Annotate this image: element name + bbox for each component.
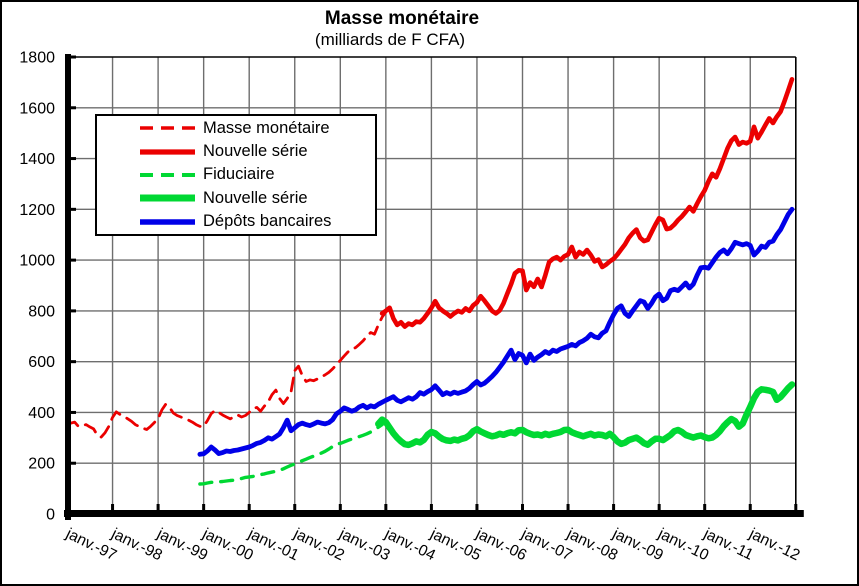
x-tick-mark xyxy=(384,504,388,510)
y-tick-label: 1400 xyxy=(19,151,55,168)
y-tick-mark xyxy=(71,512,76,516)
legend-line-sample xyxy=(140,194,195,202)
x-tick-mark xyxy=(247,504,251,510)
x-tick-label: janv.-06 xyxy=(472,525,529,564)
legend-item: Nouvelle série xyxy=(97,141,375,163)
y-tick-label: 200 xyxy=(28,456,55,473)
y-axis-line xyxy=(65,54,71,520)
x-tick-mark xyxy=(202,504,206,510)
x-tick-label: janv.-08 xyxy=(563,525,620,564)
y-tick-mark xyxy=(71,258,76,262)
x-tick-label: janv.-01 xyxy=(245,525,302,564)
y-tick-mark xyxy=(71,207,76,211)
y-tick-mark xyxy=(71,55,76,59)
x-tick-label: janv.-98 xyxy=(108,525,165,564)
y-tick-label: 1000 xyxy=(19,253,55,270)
x-tick-mark xyxy=(429,504,433,510)
x-tick-label: janv.-00 xyxy=(199,525,256,565)
y-tick-mark xyxy=(71,106,76,110)
legend-label: Fiduciaire xyxy=(203,165,275,184)
chart-title: Masse monétaire xyxy=(324,8,480,29)
x-tick-label: janv.-07 xyxy=(518,525,575,564)
y-tick-mark xyxy=(71,360,76,364)
x-axis-line xyxy=(64,510,804,517)
legend-label: Nouvelle série xyxy=(203,188,308,207)
x-tick-mark xyxy=(521,504,524,510)
legend-line-sample xyxy=(140,218,195,225)
y-tick-mark xyxy=(71,157,76,161)
y-tick-label: 600 xyxy=(28,354,55,371)
series-line-fiduciaire-dashed xyxy=(198,422,384,486)
y-tick-mark xyxy=(71,461,76,465)
legend-line-sample xyxy=(140,172,195,177)
legend-item: Dépôts bancaires xyxy=(97,211,375,233)
y-tick-mark xyxy=(71,410,76,414)
series-line-nouvelle-s-rie-solid xyxy=(375,381,796,449)
series-line-masse-mon-taire-dashed xyxy=(65,310,388,439)
series-line-nouvelle-s-rie-solid xyxy=(379,77,795,329)
y-tick-label: 1800 xyxy=(19,50,55,67)
legend-item: Nouvelle série xyxy=(97,187,375,209)
x-tick-mark xyxy=(65,504,69,510)
legend-line-sample xyxy=(140,126,195,131)
x-tick-mark xyxy=(156,504,160,510)
y-tick-label: 0 xyxy=(46,507,55,524)
x-tick-mark xyxy=(748,504,752,510)
y-tick-label: 1600 xyxy=(19,100,55,117)
x-tick-mark xyxy=(612,504,616,510)
x-tick-label: janv.-99 xyxy=(153,525,210,564)
legend-label: Dépôts bancaires xyxy=(203,212,332,231)
y-tick-label: 400 xyxy=(28,405,55,422)
x-tick-mark xyxy=(338,504,342,510)
chart-subtitle: (milliards de F CFA) xyxy=(314,30,466,49)
y-tick-label: 800 xyxy=(28,303,55,320)
x-tick-mark xyxy=(566,504,570,510)
y-tick-mark xyxy=(71,309,76,313)
x-tick-mark xyxy=(293,504,297,510)
x-tick-label: janv.-12 xyxy=(746,525,803,564)
legend-label: Masse monétaire xyxy=(203,118,330,137)
x-tick-label: janv.-09 xyxy=(609,525,666,564)
x-tick-label: janv.-04 xyxy=(381,525,438,565)
legend-item: Fiduciaire xyxy=(97,164,375,186)
x-tick-label: janv.-10 xyxy=(654,525,711,565)
series-line-d-p-ts-bancaires-solid xyxy=(197,206,795,457)
x-tick-mark xyxy=(703,504,707,510)
x-tick-mark xyxy=(475,504,479,510)
x-tick-label: janv.-02 xyxy=(290,525,347,564)
x-tick-label: janv.-97 xyxy=(62,525,119,564)
legend: Masse monétaire Nouvelle série Fiduciaire N… xyxy=(95,114,377,236)
x-tick-mark xyxy=(657,504,661,510)
x-tick-label: janv.-03 xyxy=(336,525,393,564)
x-tick-label: janv.-11 xyxy=(700,525,756,564)
legend-label: Nouvelle série xyxy=(203,142,308,161)
x-tick-mark xyxy=(111,504,115,510)
legend-line-sample xyxy=(140,149,195,155)
y-tick-label: 1200 xyxy=(19,202,55,219)
legend-item: Masse monétaire xyxy=(97,117,375,139)
x-tick-label: janv.-05 xyxy=(427,525,484,564)
